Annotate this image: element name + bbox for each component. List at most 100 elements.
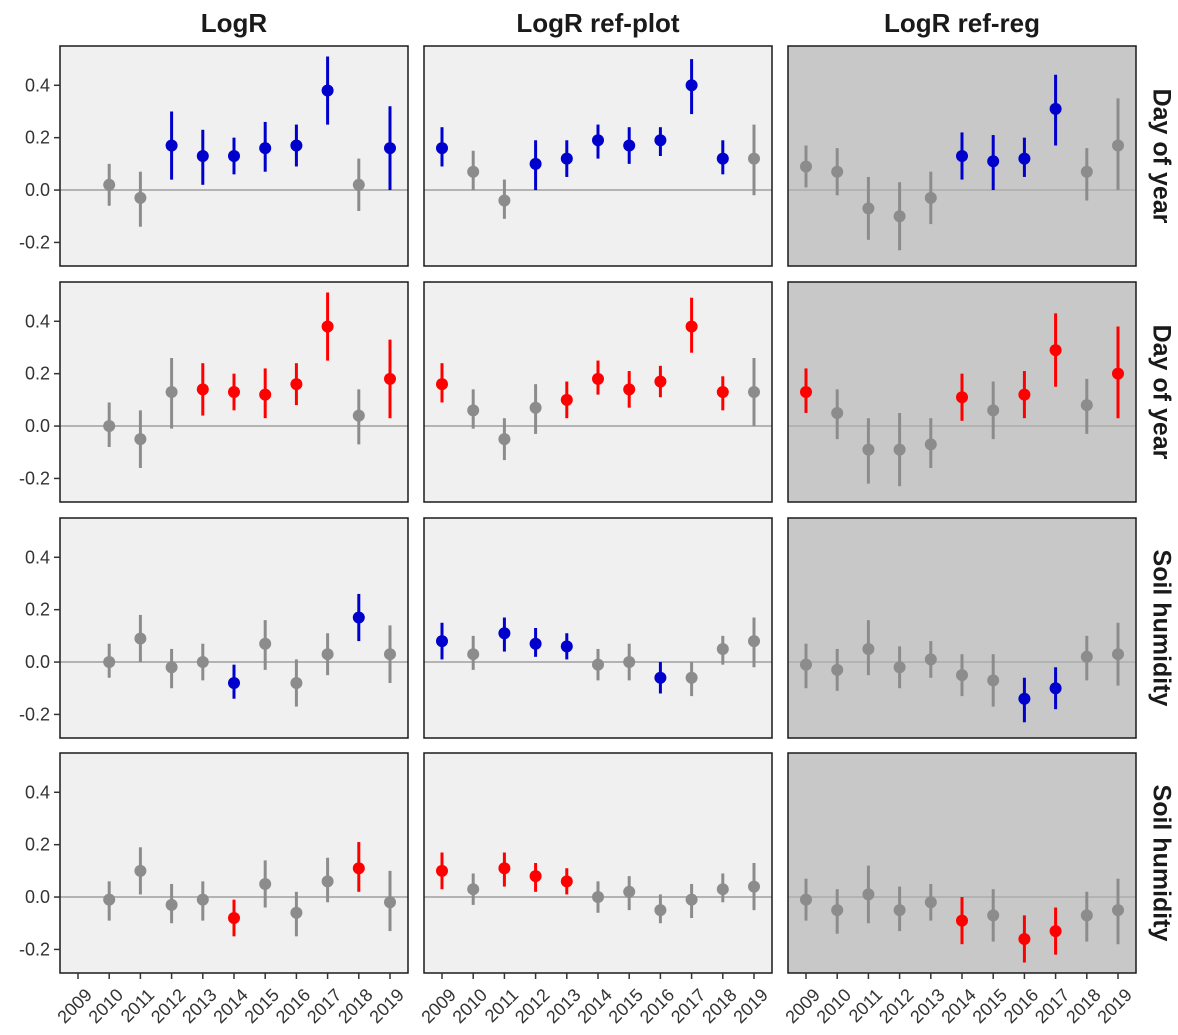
data-point (831, 406, 844, 419)
data-point (1080, 399, 1093, 412)
data-point (654, 134, 667, 147)
data-point (259, 388, 272, 401)
panel-background (788, 518, 1136, 738)
data-point (654, 671, 667, 684)
x-tick-label: 2015 (605, 985, 647, 1027)
x-tick-label: 2019 (1093, 985, 1135, 1027)
data-point (685, 79, 698, 92)
data-point (529, 157, 542, 170)
data-point (685, 320, 698, 333)
data-point (800, 893, 812, 906)
panel-border (59, 517, 409, 739)
data-point (321, 648, 334, 661)
data-point (196, 893, 209, 906)
data-point (1018, 152, 1031, 165)
data-point (924, 438, 937, 451)
panel-border (59, 45, 409, 267)
data-point (1018, 692, 1031, 705)
y-tick-label: -0.2 (19, 939, 50, 959)
row-title: Soil humidity (1147, 550, 1175, 707)
data-point (1049, 102, 1062, 115)
data-point (498, 627, 511, 640)
data-point (1018, 932, 1031, 945)
column-title: LogR ref-plot (516, 8, 680, 38)
y-tick-label: 0.4 (25, 547, 50, 567)
x-tick-label: 2013 (178, 985, 220, 1027)
data-point (987, 155, 1000, 168)
x-tick-label: 2010 (85, 985, 127, 1027)
data-point (862, 642, 875, 655)
data-point (384, 142, 396, 155)
data-point (228, 912, 240, 924)
data-point (1112, 139, 1124, 152)
data-point (623, 383, 636, 396)
x-tick-label: 2012 (875, 985, 917, 1027)
data-point (1112, 648, 1124, 661)
data-point (529, 401, 542, 414)
data-point (529, 870, 542, 883)
data-point (748, 880, 760, 893)
data-point (800, 658, 812, 671)
data-point (1080, 909, 1093, 922)
data-point (165, 898, 178, 911)
x-tick-label: 2012 (511, 985, 553, 1027)
data-point (623, 139, 636, 152)
column-title: LogR (201, 8, 268, 38)
x-tick-label: 2009 (781, 985, 823, 1027)
data-point (560, 640, 573, 653)
y-tick-label: 0.0 (25, 652, 50, 672)
y-tick-label: 0.0 (25, 180, 50, 200)
x-tick-label: 2015 (969, 985, 1011, 1027)
y-tick-label: 0.0 (25, 416, 50, 436)
data-point (1049, 925, 1062, 938)
y-tick-label: 0.2 (25, 835, 50, 855)
panel-border (59, 281, 409, 503)
data-point (831, 663, 844, 676)
x-tick-label: 2017 (1031, 985, 1073, 1027)
x-tick-label: 2016 (272, 985, 314, 1027)
x-tick-label: 2011 (845, 985, 887, 1027)
data-point (352, 409, 365, 422)
data-point (893, 904, 906, 917)
y-tick-label: -0.2 (19, 704, 50, 724)
x-tick-label: 2016 (636, 985, 678, 1027)
data-point (716, 883, 729, 896)
x-tick-label: 2011 (481, 985, 523, 1027)
data-point (987, 674, 1000, 687)
data-point (498, 194, 511, 207)
y-tick-label: 0.4 (25, 782, 50, 802)
data-point (467, 404, 480, 417)
data-point (893, 210, 906, 223)
x-tick-label: 2016 (1000, 985, 1042, 1027)
data-point (592, 134, 604, 147)
y-tick-label: 0.2 (25, 364, 50, 384)
data-point (956, 669, 968, 682)
data-point (436, 635, 448, 648)
data-point (956, 914, 968, 927)
x-tick-label: 2018 (334, 985, 376, 1027)
data-point (893, 443, 906, 456)
row-title: Day of year (1147, 325, 1175, 460)
data-point (228, 150, 240, 162)
data-point (1049, 344, 1062, 357)
panel-background (60, 753, 408, 973)
data-point (592, 658, 604, 671)
data-point (196, 656, 209, 669)
data-point (165, 139, 178, 152)
x-tick-label: 2014 (573, 985, 615, 1027)
data-point (384, 372, 396, 385)
x-tick-label: 2014 (937, 985, 979, 1027)
x-tick-label: 2009 (53, 985, 95, 1027)
data-point (748, 386, 760, 398)
data-point (352, 178, 365, 191)
data-point (134, 864, 147, 877)
data-point (290, 906, 303, 919)
data-point (165, 661, 178, 674)
data-point (716, 386, 729, 398)
data-point (924, 191, 937, 204)
data-point (103, 656, 116, 669)
data-point (956, 150, 968, 162)
data-point (196, 150, 209, 162)
data-point (1112, 367, 1124, 380)
x-tick-label: 2013 (542, 985, 584, 1027)
